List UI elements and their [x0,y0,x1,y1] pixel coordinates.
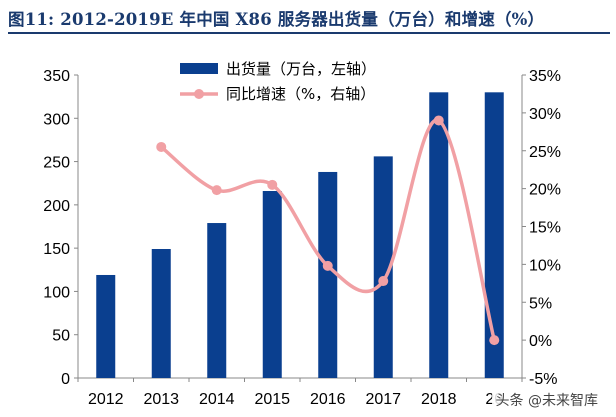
bar [318,171,338,378]
left-axis-tick-label: 0 [61,371,70,388]
bar [96,274,116,378]
growth-point [156,141,167,152]
bar [207,223,227,378]
chart-title-bar: 图11: 2012-2019E 年中国 X86 服务器出货量（万台）和增速（%） [0,0,616,36]
legend-line-marker [194,89,204,99]
right-axis-tick-label: -5% [529,371,557,388]
right-axis-tick-label: 0% [529,333,552,350]
left-axis-tick-label: 50 [52,328,70,345]
left-axis-tick-label: 350 [43,68,70,85]
growth-point [211,185,222,196]
growth-point [267,179,278,190]
chart-title: 图11: 2012-2019E 年中国 X86 服务器出货量（万台）和增速（%） [8,10,545,29]
title-rule [8,32,610,34]
bar [151,249,171,378]
x-axis-tick-label: 2018 [421,391,457,408]
legend-bar-label: 出货量（万台，左轴） [226,60,376,78]
left-axis-tick-label: 300 [43,111,70,128]
bar [262,191,282,378]
growth-line [160,118,496,341]
legend-bar-swatch [180,63,218,74]
right-axis-tick-label: 15% [529,220,561,237]
right-axis-tick-label: 10% [529,257,561,274]
legend-line-label: 同比增速（%，右轴） [226,85,375,103]
growth-point [433,115,444,126]
left-axis-tick-label: 150 [43,241,70,258]
x-axis-tick-label: 2013 [143,391,179,408]
right-axis-tick-label: 30% [529,106,561,123]
x-axis-tick-label: 2014 [199,391,235,408]
x-axis-tick-label: 2012 [88,391,124,408]
right-axis-tick-label: 5% [529,295,552,312]
x-axis-tick-label: 2016 [310,391,346,408]
x-axis-tick-label: 2015 [254,391,290,408]
bar [429,92,449,379]
growth-point [322,260,333,271]
right-axis-tick-label: 25% [529,144,561,161]
left-axis-tick-label: 200 [43,198,70,215]
bar [484,92,504,379]
bar [373,156,393,378]
right-axis-tick-label: 20% [529,182,561,199]
left-axis-tick-label: 250 [43,155,70,172]
growth-point [489,335,500,346]
left-axis-tick-label: 100 [43,284,70,301]
x-axis-tick-label: 2017 [365,391,401,408]
right-axis-tick-label: 35% [529,68,561,85]
watermark: 头条 @未来智库 [491,389,602,411]
growth-point [378,276,389,287]
